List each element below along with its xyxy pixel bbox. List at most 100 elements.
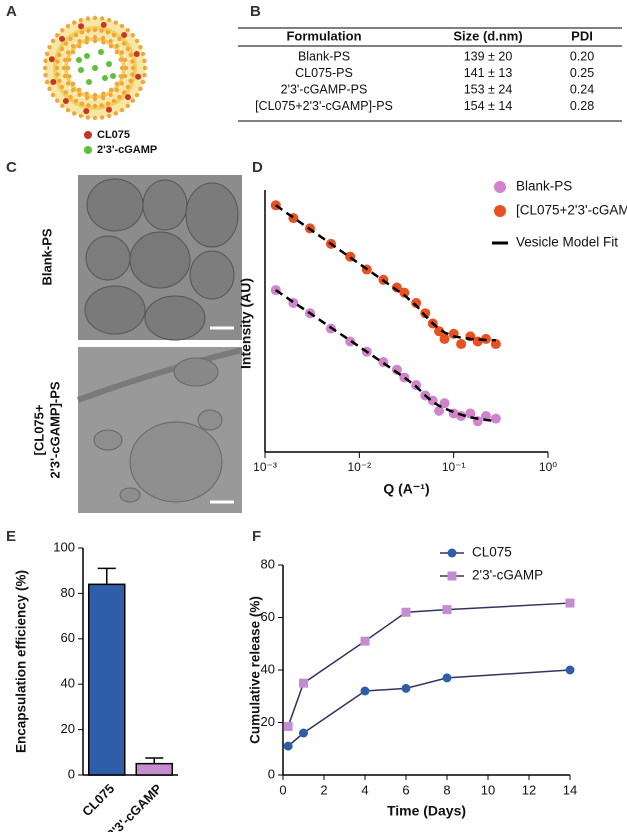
x-tick-label: 8 bbox=[443, 782, 450, 797]
x-axis-label: Q (A⁻¹) bbox=[383, 481, 429, 497]
lipid-head bbox=[73, 98, 79, 104]
lipid-head bbox=[57, 52, 62, 58]
legend-dot bbox=[84, 146, 92, 154]
cgamp-dot bbox=[98, 49, 104, 55]
lipid-head bbox=[78, 17, 84, 23]
x-tick-label: 0 bbox=[279, 782, 286, 797]
lipid-head bbox=[119, 107, 125, 113]
micrograph-top bbox=[78, 175, 242, 341]
lipid-head bbox=[130, 65, 136, 71]
liposome-diagram bbox=[42, 15, 148, 121]
y-tick-label: 80 bbox=[261, 556, 275, 571]
cgamp-dot bbox=[106, 61, 112, 67]
lipid-head bbox=[113, 20, 118, 25]
lipid-head bbox=[65, 65, 71, 71]
fit-line bbox=[275, 289, 497, 423]
lipid-head bbox=[50, 92, 56, 98]
cl075-dot bbox=[62, 97, 69, 104]
data-point bbox=[299, 728, 308, 738]
lipid-head bbox=[119, 81, 125, 86]
cl075-dot bbox=[100, 21, 107, 28]
lipid-head bbox=[92, 115, 98, 121]
y-axis-label: Cumulative release (%) bbox=[248, 596, 263, 744]
y-tick-label: 40 bbox=[61, 676, 75, 691]
lipid-head bbox=[62, 73, 68, 79]
lipid-head bbox=[76, 87, 82, 93]
data-point bbox=[480, 411, 491, 422]
lipid-head bbox=[61, 65, 67, 71]
lipid-head bbox=[43, 58, 48, 64]
data-point bbox=[565, 665, 575, 675]
table-cell: 0.20 bbox=[570, 49, 594, 63]
lipid-head bbox=[72, 20, 77, 25]
lipid-head bbox=[84, 35, 90, 41]
data-point bbox=[442, 605, 452, 615]
y-tick-label: 20 bbox=[261, 714, 275, 729]
x-tick-label: 6 bbox=[402, 782, 409, 797]
lipid-head bbox=[92, 96, 98, 102]
table-header: Formulation bbox=[286, 28, 361, 43]
lipid-head bbox=[130, 59, 135, 64]
y-tick-label: 100 bbox=[53, 539, 75, 554]
lipid-head bbox=[55, 33, 60, 38]
panel-label: A bbox=[6, 3, 17, 20]
data-point bbox=[283, 721, 293, 731]
lipid-head bbox=[105, 30, 111, 35]
lipid-head bbox=[106, 113, 112, 119]
cgamp-dot bbox=[86, 79, 92, 85]
y-axis-label: Intensity (AU) bbox=[238, 278, 254, 369]
lipid-head bbox=[111, 32, 117, 38]
lipid-head bbox=[84, 95, 90, 101]
lipid-head bbox=[67, 57, 72, 62]
data-point bbox=[439, 398, 450, 409]
lipid-head bbox=[79, 30, 85, 35]
lipid-head bbox=[43, 72, 48, 78]
lipid-head bbox=[108, 38, 113, 44]
lipid-head bbox=[47, 45, 52, 50]
cl075-dot bbox=[121, 32, 128, 39]
x-tick-label: 10⁻³ bbox=[253, 460, 277, 474]
cl075-dot bbox=[83, 108, 90, 115]
panel-label: B bbox=[250, 3, 261, 20]
lipid-head bbox=[57, 78, 62, 84]
data-point bbox=[465, 408, 476, 419]
fit-line bbox=[275, 204, 496, 342]
lipid-head bbox=[47, 86, 52, 91]
y-tick-label: 40 bbox=[261, 661, 275, 676]
data-point bbox=[360, 636, 370, 646]
series-line bbox=[287, 602, 571, 727]
lipid-head bbox=[119, 50, 125, 55]
data-point bbox=[434, 326, 445, 337]
lipid-head bbox=[125, 28, 130, 33]
data-point bbox=[401, 683, 411, 693]
lipid-head bbox=[59, 84, 65, 90]
legend-marker bbox=[447, 571, 457, 581]
cgamp-dot bbox=[102, 75, 108, 81]
lipid-head bbox=[117, 36, 122, 42]
lipid-head bbox=[76, 43, 82, 49]
lipid-head bbox=[44, 79, 50, 85]
legend-label: CL075 bbox=[97, 129, 130, 141]
image-label: Blank-PS bbox=[39, 228, 54, 285]
data-point bbox=[391, 364, 402, 375]
lipid-head bbox=[55, 59, 60, 64]
x-tick-label: 10 bbox=[481, 782, 495, 797]
lipid-head bbox=[128, 78, 133, 84]
lipid-head bbox=[59, 46, 65, 52]
legend-marker bbox=[494, 181, 506, 193]
lipid-head bbox=[85, 16, 91, 21]
data-point bbox=[420, 308, 431, 319]
data-point bbox=[391, 282, 402, 293]
lipid-head bbox=[125, 84, 131, 90]
lipid-head bbox=[62, 57, 68, 63]
lipid-head bbox=[142, 58, 147, 64]
lipid-head bbox=[108, 43, 114, 49]
cgamp-dot bbox=[110, 73, 116, 79]
lipid-head bbox=[114, 81, 120, 87]
legend-label: CL075 bbox=[472, 545, 512, 560]
table-cell: 0.24 bbox=[570, 82, 594, 96]
lipid-head bbox=[99, 103, 104, 108]
data-point bbox=[490, 413, 501, 424]
lipid-head bbox=[119, 65, 125, 71]
lipid-head bbox=[142, 72, 147, 78]
